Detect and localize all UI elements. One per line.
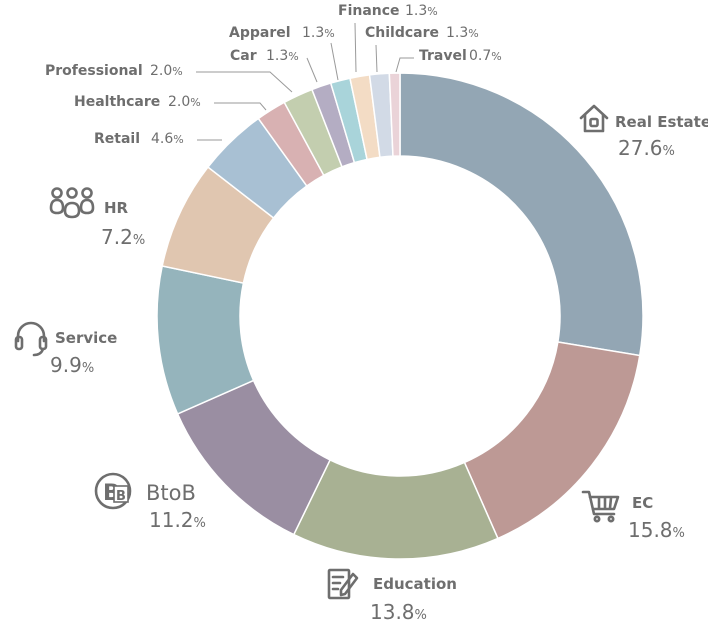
label-service: Service — [55, 329, 117, 347]
leader-line-travel — [395, 57, 414, 73]
value-education: 13.8% — [370, 600, 427, 623]
leader-line-healthcare — [214, 102, 267, 111]
people-group-icon — [49, 187, 95, 219]
value-ec: 15.8% — [628, 518, 685, 542]
value-apparel: 1.3% — [302, 25, 335, 41]
label-professional: Professional — [45, 63, 143, 79]
label-car: Car — [230, 48, 257, 64]
label-ec: EC — [632, 494, 653, 512]
value-childcare: 1.3% — [446, 25, 479, 41]
value-retail: 4.6% — [151, 131, 184, 147]
leader-line-car — [306, 57, 318, 83]
slice-education — [292, 458, 499, 560]
headset-icon — [14, 321, 48, 357]
label-education: Education — [373, 575, 457, 593]
value-healthcare: 2.0% — [168, 94, 201, 110]
label-btob: BtoB — [146, 481, 196, 505]
slice-labels: Real Estate 27.6% EC 15.8% Education 13.8% Bto… — [45, 3, 708, 623]
document-pen-icon — [327, 568, 359, 600]
slice-travel — [388, 72, 401, 157]
label-childcare: Childcare — [365, 25, 439, 41]
value-hr: 7.2% — [101, 225, 145, 249]
value-btob: 11.2% — [149, 508, 206, 532]
leader-line-professional — [196, 71, 293, 93]
label-healthcare: Healthcare — [74, 94, 160, 110]
value-car: 1.3% — [266, 48, 299, 64]
value-real-estate: 27.6% — [618, 136, 675, 160]
value-service: 9.9% — [50, 353, 94, 377]
leader-lines — [196, 22, 414, 141]
value-travel: 0.7% — [469, 48, 502, 64]
donut-slices — [156, 72, 644, 560]
label-travel: Travel — [419, 48, 467, 64]
label-finance: Finance — [338, 3, 400, 19]
leader-line-childcare — [375, 44, 378, 73]
label-retail: Retail — [94, 131, 140, 147]
label-hr: HR — [104, 199, 129, 217]
b-to-b-icon: B B — [94, 472, 132, 510]
slice-real-estate — [399, 72, 644, 357]
leader-line-apparel — [330, 42, 339, 81]
house-icon — [579, 104, 609, 133]
leader-line-finance — [354, 22, 357, 73]
value-professional: 2.0% — [150, 63, 183, 79]
value-finance: 1.3% — [405, 3, 438, 19]
label-apparel: Apparel — [229, 25, 291, 41]
label-real-estate: Real Estate — [615, 113, 708, 131]
shopping-cart-icon — [581, 490, 620, 523]
svg-text:B: B — [116, 489, 126, 504]
